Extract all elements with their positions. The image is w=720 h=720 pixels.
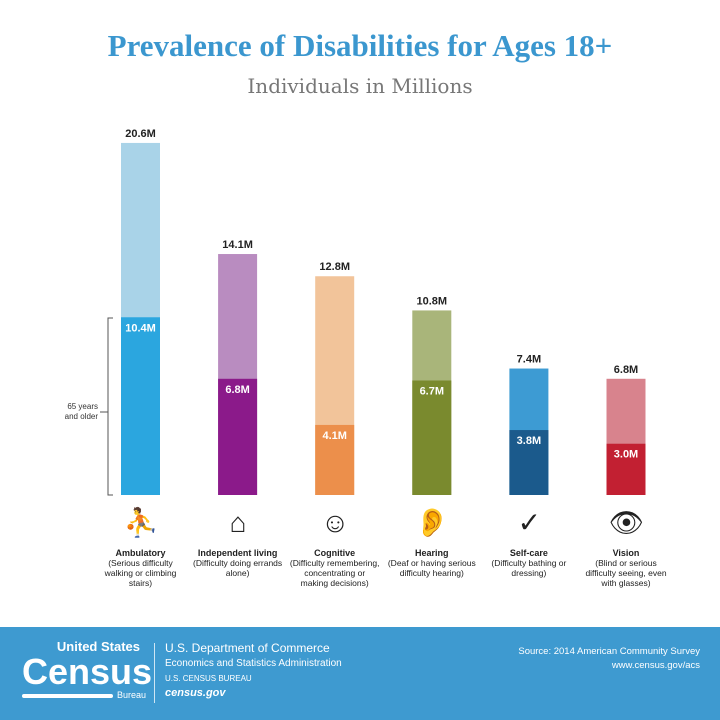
house-person-icon: ⌂: [229, 507, 247, 538]
category-label: Hearing (Deaf or having serious difficult…: [387, 548, 477, 578]
category-name: Self-care: [509, 548, 548, 558]
person-checkbox-icon: ✓: [517, 507, 542, 538]
bar-65-plus: [121, 317, 160, 495]
category-label: Vision (Blind or serious difficulty seein…: [581, 548, 671, 588]
label-65-plus: 3.0M: [614, 449, 638, 461]
label-total: 6.8M: [614, 364, 638, 376]
category-name: Hearing: [415, 548, 449, 558]
category-description: (Deaf or having serious difficulty heari…: [387, 558, 476, 578]
category-name: Independent living: [197, 548, 278, 558]
label-65-plus: 10.4M: [125, 322, 156, 334]
site-link[interactable]: census.gov: [165, 687, 226, 699]
chart-title: Prevalence of Disabilities for Ages 18+: [107, 28, 613, 63]
category-name: Vision: [612, 548, 640, 558]
bar-65-plus: [315, 424, 355, 495]
dept-name: U.S. Department of Commerce: [165, 641, 330, 655]
label-65-plus: 3.8M: [517, 435, 541, 447]
category-description: (Serious difficulty walking or climbing …: [104, 558, 177, 588]
footer: United States Census Bureau U.S. Departm…: [0, 627, 720, 720]
category-description: (Difficulty doing errands alone): [193, 558, 283, 578]
logo-main: Census: [22, 651, 153, 692]
bureau-name: U.S. CENSUS BUREAU: [165, 674, 252, 683]
bar-65-plus: [412, 380, 452, 495]
label-total: 7.4M: [517, 354, 541, 366]
head-icon: ☺: [320, 507, 350, 538]
ear-sound-icon: 👂: [414, 507, 450, 538]
category-description: (Blind or serious difficulty seeing, eve…: [585, 558, 667, 588]
source-text: Source: 2014 American Community Survey: [518, 646, 700, 657]
category-label: Independent living (Difficulty doing erra…: [193, 548, 283, 578]
category-description: (Difficulty bathing or dressing): [491, 558, 567, 578]
age-bracket: [107, 317, 113, 496]
eye-icon: 👁: [608, 507, 645, 538]
label-65-plus: 4.1M: [322, 430, 346, 442]
census-logo[interactable]: United States Census Bureau: [22, 639, 153, 701]
bar-65-plus: [509, 430, 549, 495]
category-label: Ambulatory (Serious difficulty walking or…: [96, 548, 186, 588]
label-total: 14.1M: [222, 239, 253, 251]
category-label: Self-care (Difficulty bathing or dressing…: [484, 548, 574, 578]
logo-top: United States: [56, 639, 140, 654]
logo-bottom: Bureau: [116, 690, 146, 700]
category-name: Cognitive: [314, 548, 356, 558]
label-total: 20.6M: [125, 128, 156, 140]
source-url[interactable]: www.census.gov/acs: [611, 660, 700, 671]
stairs-walker-icon: ⛹: [123, 507, 159, 538]
label-65-plus: 6.7M: [420, 385, 444, 397]
bar-65-plus: [606, 443, 646, 495]
category-description: (Difficulty remembering, concentrating o…: [289, 558, 380, 588]
bar-65-plus: [218, 378, 258, 495]
label-total: 12.8M: [319, 261, 350, 273]
chart-subtitle: Individuals in Millions: [247, 74, 473, 98]
bracket-label: 65 years and older: [64, 402, 98, 421]
admin-name: Economics and Statistics Administration: [165, 658, 342, 669]
category-label: Cognitive (Difficulty remembering, concen…: [290, 548, 380, 588]
label-65-plus: 6.8M: [225, 384, 249, 396]
category-name: Ambulatory: [115, 548, 166, 558]
label-total: 10.8M: [417, 295, 448, 307]
